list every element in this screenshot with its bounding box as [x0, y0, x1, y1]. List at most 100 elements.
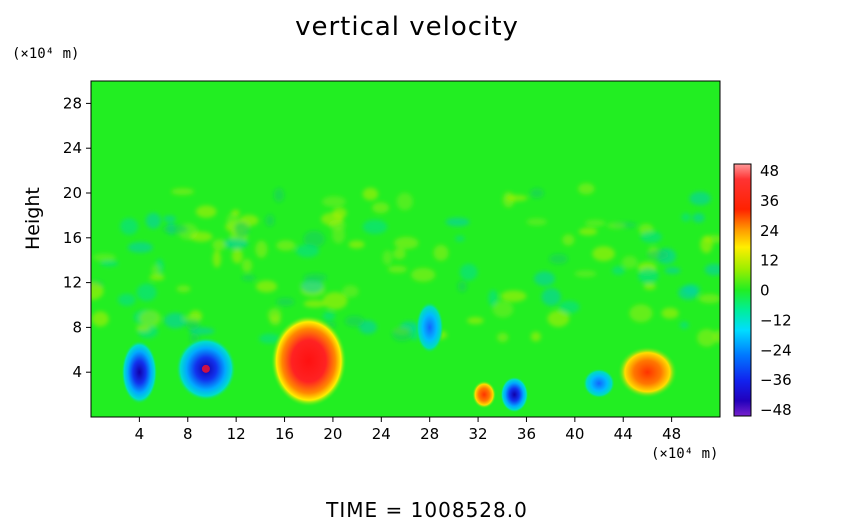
time-value: 1008528.0	[410, 498, 528, 522]
turbulence-blob	[529, 188, 544, 199]
turbulence-blob	[295, 244, 320, 258]
turbulence-blob	[530, 331, 541, 342]
updraft-cell	[472, 380, 497, 409]
turbulence-blob	[226, 213, 239, 229]
turbulence-blob	[492, 301, 514, 318]
turbulence-blob	[127, 242, 153, 253]
turbulence-blob	[445, 217, 470, 227]
turbulence-blob	[300, 279, 324, 293]
turbulence-blob	[136, 283, 157, 302]
x-axis-unit: (×10⁴ m)	[651, 446, 719, 462]
downdraft-cell	[121, 340, 158, 405]
turbulence-blob	[265, 214, 275, 227]
turbulence-blob	[120, 218, 139, 235]
turbulence-blob	[342, 285, 359, 298]
turbulence-blob	[488, 289, 498, 307]
turbulence-blob	[640, 231, 662, 243]
turbulence-blob	[241, 258, 253, 273]
turbulence-blob	[322, 292, 348, 310]
turbulence-blob	[276, 297, 295, 307]
turbulence-blob	[541, 288, 561, 306]
turbulence-blob	[91, 311, 109, 327]
colorbar-tick-label: 24	[760, 222, 779, 240]
turbulence-blob	[584, 219, 606, 227]
downdraft-core	[201, 364, 210, 373]
updraft-cell	[270, 315, 347, 407]
turbulence-blob	[562, 234, 575, 246]
turbulence-blob	[661, 307, 679, 319]
turbulence-blob	[629, 304, 653, 323]
turbulence-blob	[223, 238, 249, 249]
y-tick-label: 8	[72, 318, 82, 336]
turbulence-blob	[164, 312, 187, 329]
turbulence-blob	[171, 188, 195, 195]
turbulence-blob	[92, 253, 116, 262]
x-tick-label: 20	[323, 425, 342, 443]
turbulence-blob	[681, 212, 691, 222]
turbulence-blob	[704, 263, 720, 276]
turbulence-blob	[176, 285, 191, 293]
turbulence-blob	[303, 299, 326, 308]
x-tick-label: 40	[565, 425, 584, 443]
turbulence-blob	[698, 293, 720, 304]
turbulence-blob	[459, 263, 478, 281]
colorbar-scale	[733, 163, 752, 417]
turbulence-blob	[303, 273, 328, 282]
turbulence-blob	[394, 236, 419, 250]
y-tick-label: 4	[72, 363, 82, 381]
turbulence-blob	[149, 274, 165, 281]
turbulence-blob	[303, 230, 325, 248]
turbulence-blob	[195, 205, 217, 218]
turbulence-blob	[467, 317, 484, 325]
turbulence-blob	[526, 218, 547, 226]
turbulence-blob	[496, 332, 509, 343]
turbulence-blob	[457, 280, 468, 293]
turbulence-blob	[234, 221, 250, 238]
turbulence-blob	[139, 310, 161, 327]
downdraft-cell	[583, 368, 616, 399]
y-tick-label: 20	[63, 184, 82, 202]
downdraft-cell	[500, 376, 529, 413]
turbulence-blob	[689, 191, 711, 206]
x-tick-label: 28	[420, 425, 439, 443]
time-footer: TIME = 1008528.0	[0, 498, 854, 522]
turbulence-blob	[145, 212, 161, 229]
turbulence-blob	[91, 281, 104, 300]
turbulence-blob	[344, 315, 365, 327]
y-axis-unit: (×10⁴ m)	[12, 46, 80, 62]
turbulence-blob	[231, 248, 243, 264]
turbulence-blob	[255, 280, 278, 293]
turbulence-blob	[611, 266, 625, 275]
turbulence-blob	[151, 264, 161, 276]
turbulence-blob	[163, 215, 177, 222]
turbulence-blob	[607, 222, 626, 229]
turbulence-blob	[255, 240, 268, 258]
x-tick-label: 12	[227, 425, 246, 443]
colorbar-tick-label: −24	[760, 341, 792, 359]
turbulence-blob	[322, 196, 346, 208]
x-tick-label: 4	[135, 425, 145, 443]
turbulence-blob	[181, 315, 202, 322]
y-tick-label: 24	[63, 139, 82, 157]
plot-frame	[90, 80, 721, 418]
turbulence-blob	[100, 260, 119, 267]
x-tick-label: 32	[469, 425, 488, 443]
turbulence-blob	[362, 219, 388, 235]
turbulence-blob	[276, 240, 296, 251]
turbulence-blob	[382, 250, 393, 266]
turbulence-blob	[455, 235, 465, 242]
turbulence-blob	[678, 285, 699, 300]
turbulence-blob	[393, 248, 406, 260]
colorbar-tick-label: −48	[760, 401, 792, 419]
turbulence-blob	[621, 255, 638, 269]
turbulence-blob	[548, 253, 568, 265]
turbulence-blob	[391, 326, 413, 342]
turbulence-blob	[190, 231, 213, 242]
x-tick-label: 48	[662, 425, 681, 443]
x-tick-label: 16	[275, 425, 294, 443]
turbulence-blob	[273, 188, 285, 203]
x-tick-label: 36	[517, 425, 536, 443]
heatmap-field	[91, 81, 720, 417]
turbulence-blob	[505, 194, 528, 202]
